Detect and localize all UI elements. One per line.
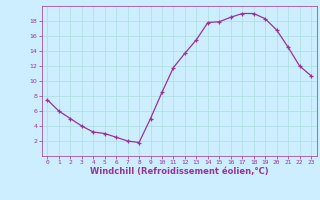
- X-axis label: Windchill (Refroidissement éolien,°C): Windchill (Refroidissement éolien,°C): [90, 167, 268, 176]
